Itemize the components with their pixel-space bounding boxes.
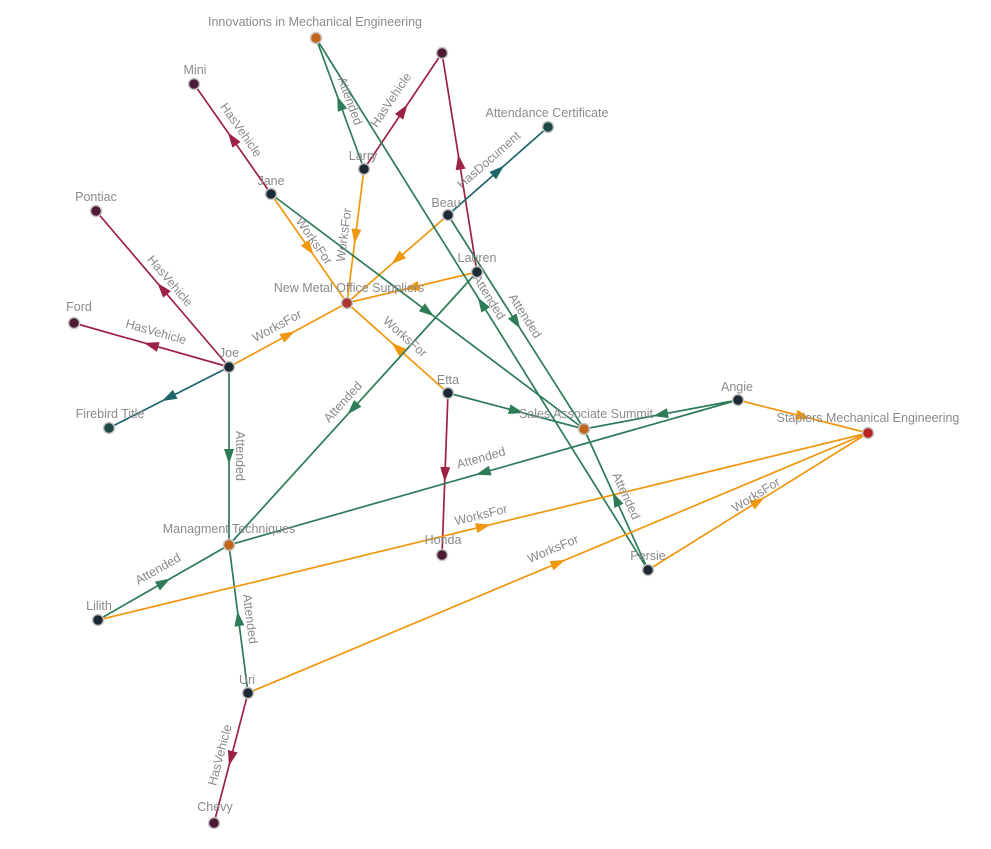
arrowhead-larry-topvehicle: [394, 104, 408, 120]
arrowhead-joe-mt: [224, 449, 234, 464]
arrowhead-angie-sas: [653, 408, 669, 419]
arrowhead-joe-firebird: [161, 389, 178, 402]
arrowhead-jane-suppliers: [300, 239, 314, 256]
node-firebird[interactable]: [102, 421, 116, 435]
node-label-angie: Angie: [721, 380, 753, 394]
node-mini[interactable]: [187, 77, 201, 91]
edge-label-joe-pontiac: HasVehicle: [144, 253, 195, 310]
node-label-staplers: Staplers Mechanical Engineering: [777, 411, 960, 425]
node-mt[interactable]: [222, 538, 236, 552]
arrowhead-uri-chevy: [227, 749, 238, 766]
node-label-firebird: Firebird Title: [76, 407, 145, 421]
node-chevy[interactable]: [207, 816, 221, 830]
arrowhead-uri-mt: [234, 611, 245, 627]
node-lauren[interactable]: [470, 265, 484, 279]
node-label-persie: Persie: [630, 549, 665, 563]
arrowhead-beau-attcert: [489, 165, 505, 180]
arrowhead-persie-innovations: [477, 297, 490, 313]
edge-label-joe-suppliers: WorksFor: [250, 307, 304, 345]
arrowhead-beau-suppliers: [391, 250, 407, 265]
node-lilith[interactable]: [91, 613, 105, 627]
edge-label-jane-suppliers: WorksFor: [293, 215, 335, 267]
edge-label-etta-suppliers: WorksFor: [380, 314, 430, 360]
node-label-innovations: Innovations in Mechanical Engineering: [208, 15, 422, 29]
arrowhead-lilith-staplers: [475, 523, 491, 534]
edge-label-uri-mt: Attended: [240, 593, 260, 644]
node-label-mt: Managment Techniques: [163, 522, 296, 536]
edge-label-larry-topvehicle: HasVehicle: [368, 70, 415, 130]
node-label-mini: Mini: [184, 63, 207, 77]
node-label-jane: Jane: [257, 174, 284, 188]
node-larry[interactable]: [357, 162, 371, 176]
node-honda[interactable]: [435, 548, 449, 562]
arrowhead-etta-honda: [440, 466, 451, 482]
node-label-joe: Joe: [219, 346, 239, 360]
arrowhead-jane-sas: [418, 303, 434, 317]
node-attcert[interactable]: [541, 120, 555, 134]
edge-label-larry-suppliers: WorksFor: [334, 207, 355, 262]
node-suppliers[interactable]: [340, 296, 354, 310]
node-label-sas: Sales Associate Summit: [519, 407, 654, 421]
arrowhead-larry-innovations: [337, 95, 348, 112]
node-label-beau: Beau: [431, 196, 460, 210]
node-uri[interactable]: [241, 686, 255, 700]
arrowhead-persie-sas: [612, 492, 624, 508]
arrowhead-angie-staplers: [794, 409, 811, 420]
node-beau[interactable]: [441, 208, 455, 222]
arrowhead-joe-pontiac: [157, 282, 171, 298]
node-etta[interactable]: [441, 386, 455, 400]
node-label-suppliers: New Metal Office Suppliers: [274, 281, 425, 295]
node-innovations[interactable]: [309, 31, 323, 45]
node-persie[interactable]: [641, 563, 655, 577]
arrowhead-joe-suppliers: [279, 331, 296, 343]
edge-label-uri-staplers: WorksFor: [525, 532, 580, 566]
node-ford[interactable]: [67, 316, 81, 330]
node-angie[interactable]: [731, 393, 745, 407]
node-label-uri: Uri: [239, 673, 255, 687]
arrowhead-etta-suppliers: [391, 342, 407, 357]
arrowhead-lauren-topvehicle: [455, 154, 466, 171]
node-label-pontiac: Pontiac: [75, 190, 117, 204]
node-jane[interactable]: [264, 187, 278, 201]
node-topvehicle[interactable]: [435, 46, 449, 60]
arrowhead-beau-sas: [508, 313, 521, 329]
arrowhead-lilith-mt: [154, 578, 171, 591]
arrowhead-angie-mt: [475, 465, 492, 476]
node-label-lilith: Lilith: [86, 599, 112, 613]
node-label-honda: Honda: [425, 533, 462, 547]
node-staplers[interactable]: [861, 426, 875, 440]
node-label-chevy: Chevy: [197, 800, 233, 814]
node-label-larry: Larry: [349, 149, 378, 163]
arrowhead-uri-staplers: [549, 559, 566, 571]
node-label-lauren: Lauren: [458, 251, 497, 265]
node-label-etta: Etta: [437, 373, 459, 387]
node-pontiac[interactable]: [89, 204, 103, 218]
arrowhead-lauren-suppliers: [404, 281, 420, 291]
arrowhead-joe-ford: [143, 342, 160, 352]
node-joe[interactable]: [222, 360, 236, 374]
node-label-ford: Ford: [66, 300, 92, 314]
node-sas[interactable]: [577, 422, 591, 436]
arrowhead-lauren-mt: [347, 399, 362, 415]
arrowhead-etta-sas: [507, 404, 524, 415]
arrowhead-larry-suppliers: [351, 228, 362, 244]
arrowhead-persie-staplers: [749, 497, 765, 510]
arrowhead-jane-mini: [227, 132, 241, 148]
node-label-attcert: Attendance Certificate: [486, 106, 609, 120]
edge-label-beau-attcert: HasDocument: [455, 128, 524, 191]
edge-label-joe-mt: Attended: [233, 431, 247, 481]
